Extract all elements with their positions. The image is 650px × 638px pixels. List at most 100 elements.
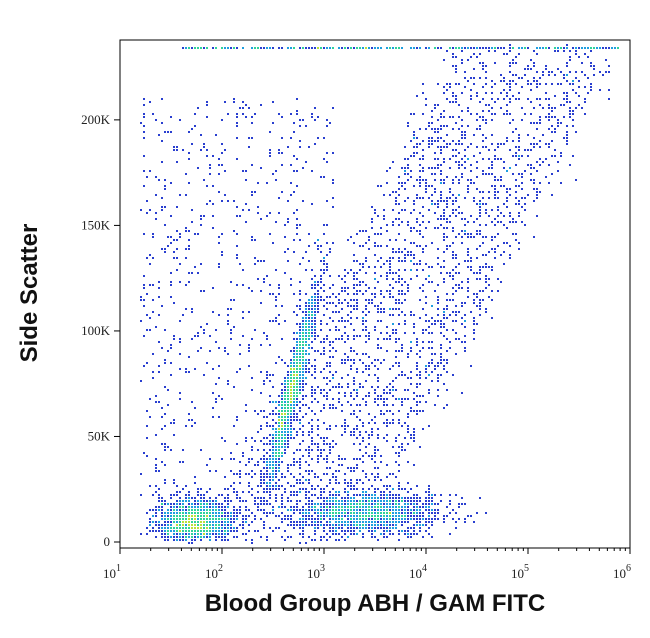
data-point xyxy=(320,389,322,391)
data-point xyxy=(458,311,460,313)
data-point xyxy=(290,137,292,139)
data-point xyxy=(464,197,466,199)
data-point xyxy=(422,113,424,115)
data-point xyxy=(242,491,244,493)
data-point xyxy=(353,254,355,256)
data-point xyxy=(467,290,469,292)
data-point xyxy=(164,359,166,361)
data-point xyxy=(590,62,592,64)
data-point xyxy=(278,413,280,415)
data-point xyxy=(266,482,268,484)
data-point xyxy=(245,440,247,442)
data-point xyxy=(260,497,262,499)
data-point xyxy=(161,98,163,100)
data-point xyxy=(404,146,406,148)
data-point xyxy=(326,503,328,505)
data-point xyxy=(533,200,535,202)
data-point xyxy=(491,290,493,292)
data-point xyxy=(557,47,559,49)
data-point xyxy=(323,407,325,409)
data-point xyxy=(257,506,259,508)
data-point xyxy=(296,494,298,496)
data-point xyxy=(389,473,391,475)
data-point xyxy=(245,404,247,406)
data-point xyxy=(296,158,298,160)
data-point xyxy=(206,464,208,466)
data-point xyxy=(428,122,430,124)
data-point xyxy=(284,419,286,421)
data-point xyxy=(407,413,409,415)
data-point xyxy=(140,533,142,535)
data-point xyxy=(602,74,604,76)
data-point xyxy=(440,164,442,166)
data-point xyxy=(311,470,313,472)
data-point xyxy=(617,47,619,49)
data-point xyxy=(272,473,274,475)
data-point xyxy=(323,518,325,520)
data-point xyxy=(242,455,244,457)
data-point xyxy=(437,284,439,286)
data-point xyxy=(272,401,274,403)
data-point xyxy=(386,278,388,280)
data-point xyxy=(362,497,364,499)
data-point xyxy=(284,398,286,400)
data-point xyxy=(374,506,376,508)
data-point xyxy=(599,71,601,73)
data-point xyxy=(275,317,277,319)
data-point xyxy=(524,68,526,70)
data-point xyxy=(407,482,409,484)
data-point xyxy=(308,311,310,313)
data-point xyxy=(455,305,457,307)
data-point xyxy=(269,152,271,154)
data-point xyxy=(272,437,274,439)
data-point xyxy=(314,488,316,490)
data-point xyxy=(398,410,400,412)
data-point xyxy=(164,515,166,517)
data-point xyxy=(275,221,277,223)
data-point xyxy=(356,521,358,523)
data-point xyxy=(392,386,394,388)
data-point xyxy=(443,311,445,313)
data-point xyxy=(350,317,352,319)
data-point xyxy=(320,524,322,526)
data-point xyxy=(371,506,373,508)
data-point xyxy=(347,503,349,505)
data-point xyxy=(572,113,574,115)
data-point xyxy=(416,404,418,406)
data-point xyxy=(356,458,358,460)
data-point xyxy=(440,374,442,376)
data-point xyxy=(251,488,253,490)
data-point xyxy=(158,497,160,499)
data-point xyxy=(545,92,547,94)
data-point xyxy=(284,530,286,532)
data-point xyxy=(428,341,430,343)
data-point xyxy=(350,395,352,397)
data-point xyxy=(443,359,445,361)
data-point xyxy=(155,506,157,508)
data-point xyxy=(362,518,364,520)
data-point xyxy=(434,404,436,406)
data-point xyxy=(416,245,418,247)
data-point xyxy=(197,500,199,502)
data-point xyxy=(236,215,238,217)
data-point xyxy=(227,530,229,532)
data-point xyxy=(305,311,307,313)
data-point xyxy=(227,494,229,496)
data-point xyxy=(356,467,358,469)
data-point xyxy=(431,521,433,523)
data-point xyxy=(425,506,427,508)
data-point xyxy=(464,335,466,337)
data-point xyxy=(521,86,523,88)
data-point xyxy=(323,284,325,286)
data-point xyxy=(500,92,502,94)
data-point xyxy=(371,293,373,295)
data-point xyxy=(566,95,568,97)
data-point xyxy=(311,503,313,505)
data-point xyxy=(425,245,427,247)
data-point xyxy=(332,341,334,343)
data-point xyxy=(293,485,295,487)
data-point xyxy=(338,506,340,508)
data-point xyxy=(278,455,280,457)
data-point xyxy=(392,257,394,259)
data-point xyxy=(308,353,310,355)
